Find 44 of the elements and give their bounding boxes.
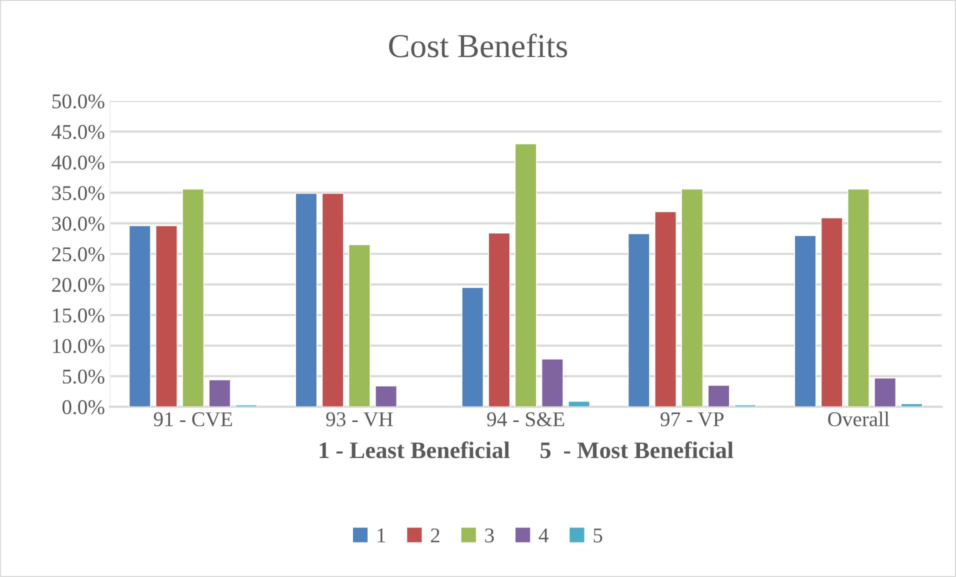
bar (155, 225, 178, 407)
legend-label: 2 (431, 528, 440, 542)
x-tick-label: 94 - S&E (487, 412, 564, 426)
bar (654, 211, 677, 407)
bar (348, 244, 371, 407)
bar (208, 379, 231, 407)
bar (182, 188, 204, 407)
y-tick-label: 50.0% (52, 94, 104, 108)
bar (681, 188, 704, 407)
legend-label: 1 (378, 528, 386, 542)
bar (514, 143, 537, 407)
bar (541, 358, 564, 407)
legend-label: 5 (594, 528, 602, 542)
bar (874, 378, 896, 407)
bar (708, 384, 730, 407)
y-tick-label: 35.0% (52, 186, 104, 200)
x-tick-label: 93 - VH (326, 412, 393, 426)
bar (375, 386, 398, 407)
x-tick-label: Overall (828, 412, 890, 426)
legend-label: 3 (485, 528, 494, 542)
bar (820, 217, 843, 407)
bar (794, 235, 816, 407)
chart-title: Cost Benefits (389, 34, 568, 58)
y-tick-label: 40.0% (52, 156, 104, 170)
y-tick-label: 25.0% (52, 247, 104, 262)
y-tick-label: 10.0% (53, 338, 104, 354)
y-tick-label: 45.0% (52, 124, 104, 140)
bar (295, 192, 318, 407)
bar (847, 188, 870, 407)
bar (322, 192, 344, 407)
x-axis-title: 1 - Least Beneficial 5 - Most Beneficial (320, 441, 734, 458)
bar (488, 232, 510, 407)
bar (628, 233, 650, 407)
y-tick-label: 20.0% (52, 278, 104, 292)
y-tick-label: 0.0% (62, 400, 104, 414)
y-tick-label: 15.0% (53, 308, 104, 323)
bar (462, 287, 484, 407)
x-tick-label: 97 - VP (660, 412, 724, 426)
x-tick-label: 91 - CVE (154, 412, 232, 426)
y-tick-label: 30.0% (52, 216, 104, 231)
bar (568, 400, 590, 407)
bar (128, 225, 151, 407)
legend-label: 4 (538, 528, 549, 542)
y-tick-label: 5.0% (62, 370, 104, 384)
